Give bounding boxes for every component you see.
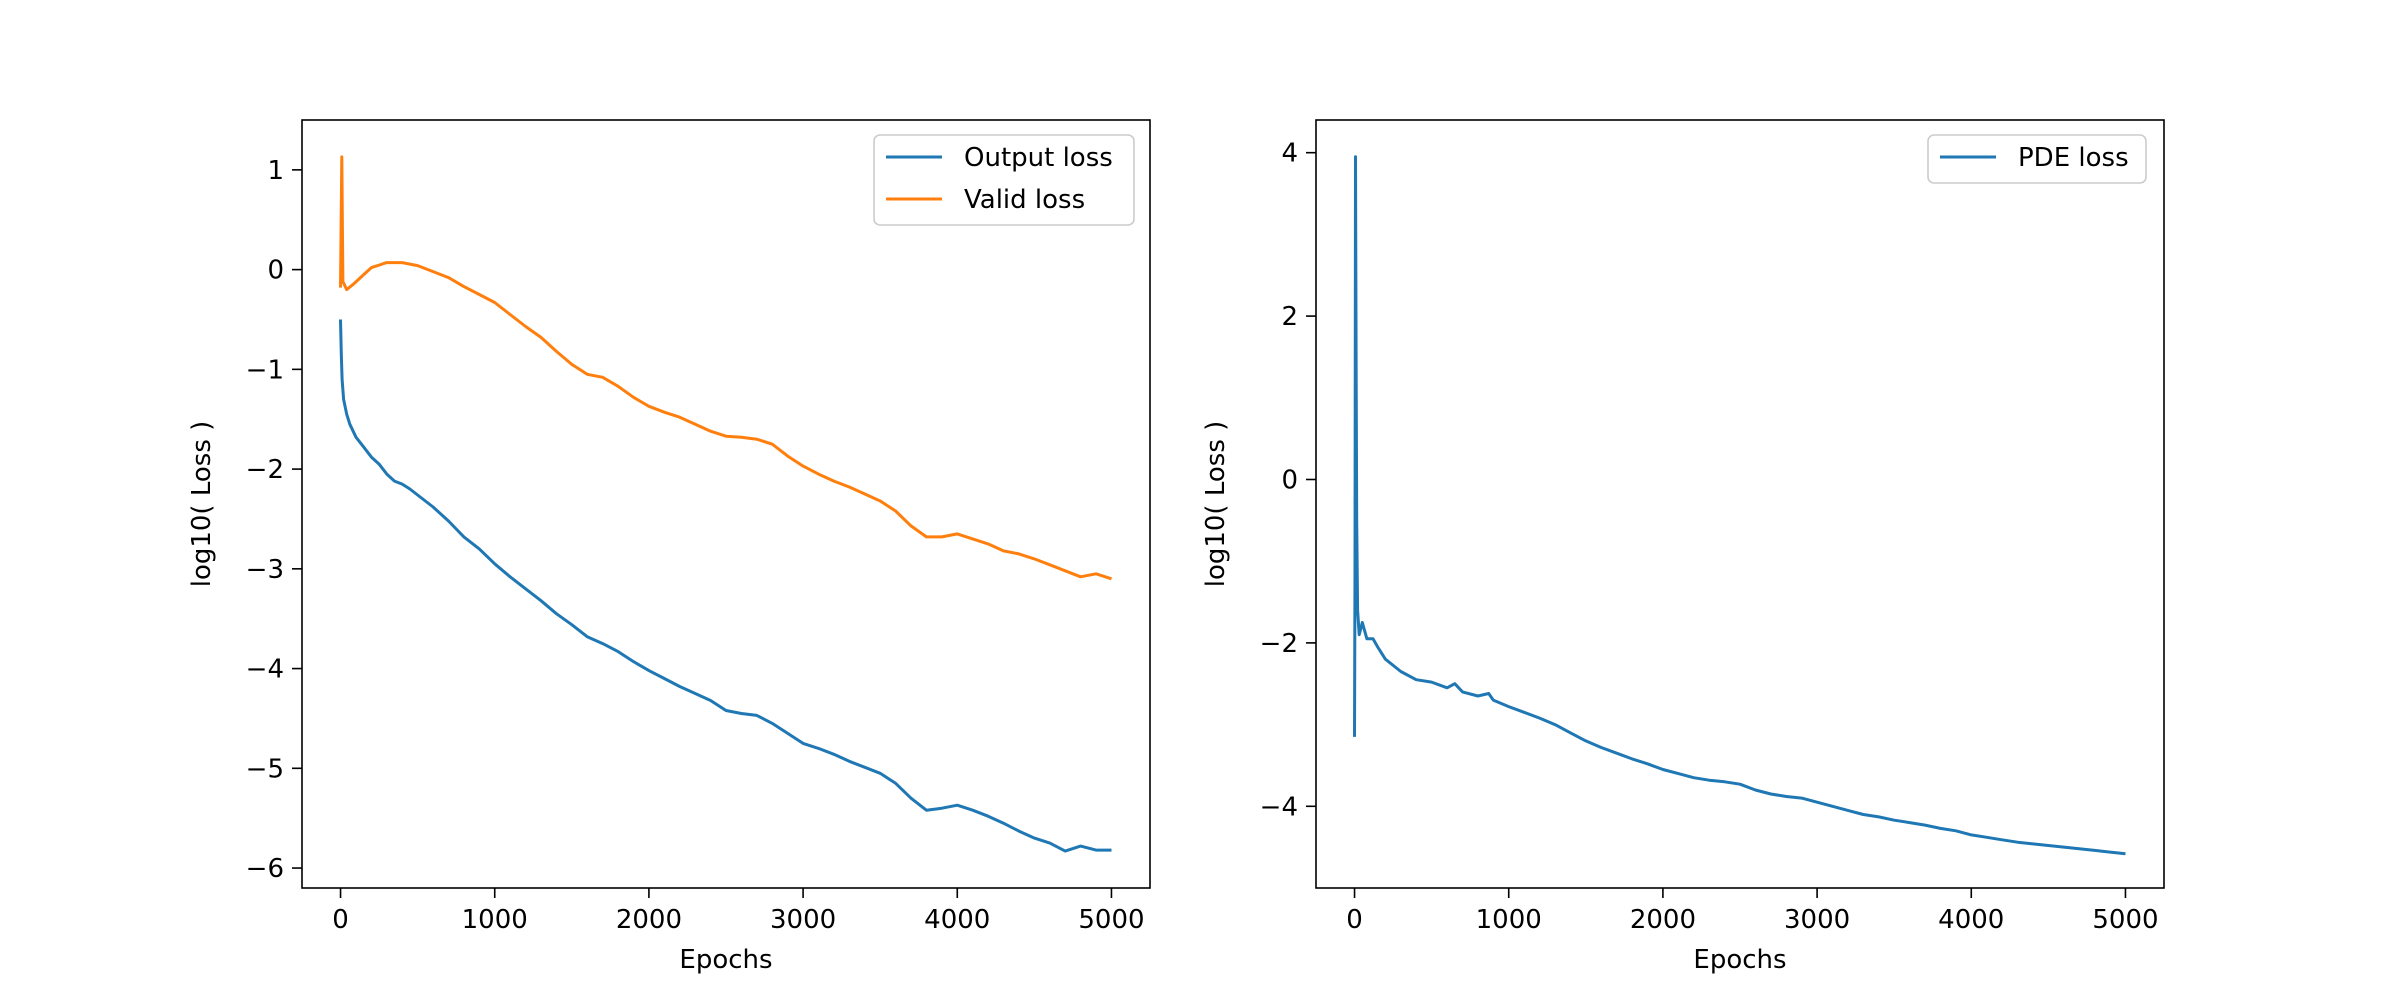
x-tick-label: 5000 xyxy=(2092,905,2158,935)
y-tick-label: −2 xyxy=(1260,629,1298,659)
chart-1: 0 1000 2000 3000 4000 5000 1 0 −1 −2 −3 −4 −5 −6 Epoch… xyxy=(187,119,1151,975)
legend-box xyxy=(1927,134,2147,184)
x-tick-label: 1000 xyxy=(1476,905,1542,935)
y-tick-label: −6 xyxy=(246,854,284,884)
legend-label: PDE loss xyxy=(2018,143,2129,173)
x-tick-label: 2000 xyxy=(1630,905,1696,935)
series-line-pde-loss xyxy=(1353,155,2126,856)
x-tick-label: 5000 xyxy=(1078,905,1144,935)
plot-frame xyxy=(1315,119,2165,889)
y-tick-label: 0 xyxy=(267,256,284,286)
y-tick-label: −2 xyxy=(246,455,284,485)
chart-2: 0 1000 2000 3000 4000 5000 4 2 0 −2 −4 Epochs log10(… xyxy=(1201,119,2165,975)
legend: PDE loss xyxy=(1927,134,2147,184)
x-tick-label: 3000 xyxy=(770,905,836,935)
y-axis-label: log10( Loss ) xyxy=(187,421,217,588)
series-line-output-loss xyxy=(339,319,1112,853)
y-axis-label: log10( Loss ) xyxy=(1201,421,1231,588)
x-tick-label: 0 xyxy=(332,905,349,935)
x-tick-label: 4000 xyxy=(924,905,990,935)
y-tick-label: 2 xyxy=(1281,302,1298,332)
series-line-valid-loss xyxy=(339,155,1112,581)
y-tick-label: 0 xyxy=(1281,465,1298,495)
x-tick-label: 2000 xyxy=(616,905,682,935)
y-tick-label: −3 xyxy=(246,555,284,585)
legend-label: Output loss xyxy=(964,143,1113,173)
x-axis-label: Epochs xyxy=(679,945,772,975)
x-axis-label: Epochs xyxy=(1693,945,1786,975)
x-tick-label: 1000 xyxy=(462,905,528,935)
legend-label: Valid loss xyxy=(964,185,1085,215)
plot-frame xyxy=(301,119,1151,889)
x-tick-label: 4000 xyxy=(1938,905,2004,935)
y-tick-label: −1 xyxy=(246,355,284,385)
y-tick-label: −4 xyxy=(1260,792,1298,822)
y-tick-label: 1 xyxy=(267,156,284,186)
y-tick-label: −4 xyxy=(246,655,284,685)
legend: Output loss Valid loss xyxy=(873,134,1135,226)
x-tick-label: 0 xyxy=(1346,905,1363,935)
x-tick-label: 3000 xyxy=(1784,905,1850,935)
y-tick-label: −5 xyxy=(246,754,284,784)
y-tick-label: 4 xyxy=(1281,139,1298,169)
